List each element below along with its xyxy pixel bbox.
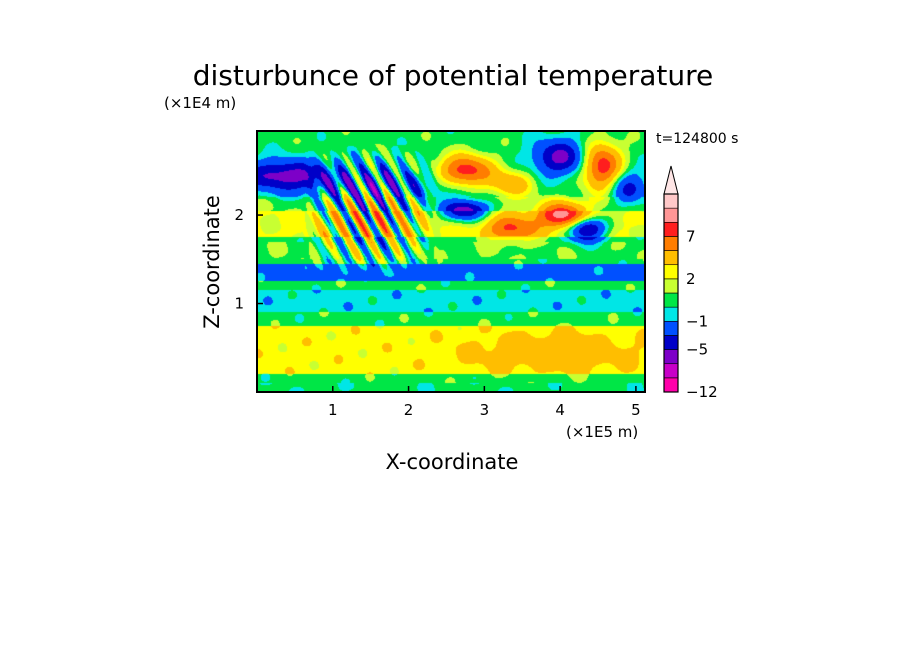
- x-tick-label: 1: [328, 401, 338, 419]
- colorbar-segment: [663, 236, 679, 251]
- colorbar-segment: [663, 221, 679, 237]
- colorbar-segment: [663, 349, 679, 365]
- colorbar-segment: [663, 264, 679, 280]
- colorbar-tick-label: 2: [686, 270, 696, 288]
- colorbar-segment: [663, 306, 679, 322]
- colorbar-segment: [663, 250, 679, 266]
- x-tick-label: 5: [631, 401, 641, 419]
- colorbar-segment: [663, 207, 679, 223]
- plot-frame: [256, 130, 646, 393]
- colorbar-segment: [663, 363, 679, 379]
- colorbar-segment: [663, 377, 679, 393]
- colorbar-frame: [663, 193, 679, 393]
- x-axis: 1 2 3 4 5: [328, 386, 641, 419]
- colorbar-segment: [663, 292, 679, 308]
- colorbar-segment: [663, 193, 679, 209]
- y-tick-label: 1: [234, 295, 244, 313]
- y-tick-label: 2: [234, 206, 244, 224]
- colorbar-tick-label: 7: [686, 227, 696, 245]
- x-axis-title: X-coordinate: [386, 450, 519, 474]
- x-tick-label: 4: [555, 401, 565, 419]
- plot-area: [256, 130, 646, 393]
- colorbar-tick-label: −1: [686, 312, 708, 330]
- colorbar-extend-arrow: [663, 165, 679, 195]
- y-axis-title: Z-coordinate: [200, 195, 224, 329]
- y-unit-label: (×1E4 m): [164, 94, 236, 112]
- x-unit-label: (×1E5 m): [566, 423, 638, 441]
- x-tick-label: 2: [404, 401, 414, 419]
- colorbar-segment: [663, 335, 679, 350]
- colorbar: 7 2 −1 −5 −12: [663, 165, 718, 401]
- colorbar-segment: [663, 320, 679, 336]
- chart-title: disturbunce of potential temperature: [193, 59, 714, 92]
- time-label: t=124800 s: [656, 131, 738, 147]
- colorbar-tick-label: −12: [686, 383, 718, 401]
- colorbar-segment: [663, 278, 679, 294]
- x-tick-label: 3: [480, 401, 490, 419]
- heatmap-image: [257, 131, 645, 392]
- y-axis: 12: [234, 206, 263, 313]
- colorbar-tick-label: −5: [686, 341, 708, 359]
